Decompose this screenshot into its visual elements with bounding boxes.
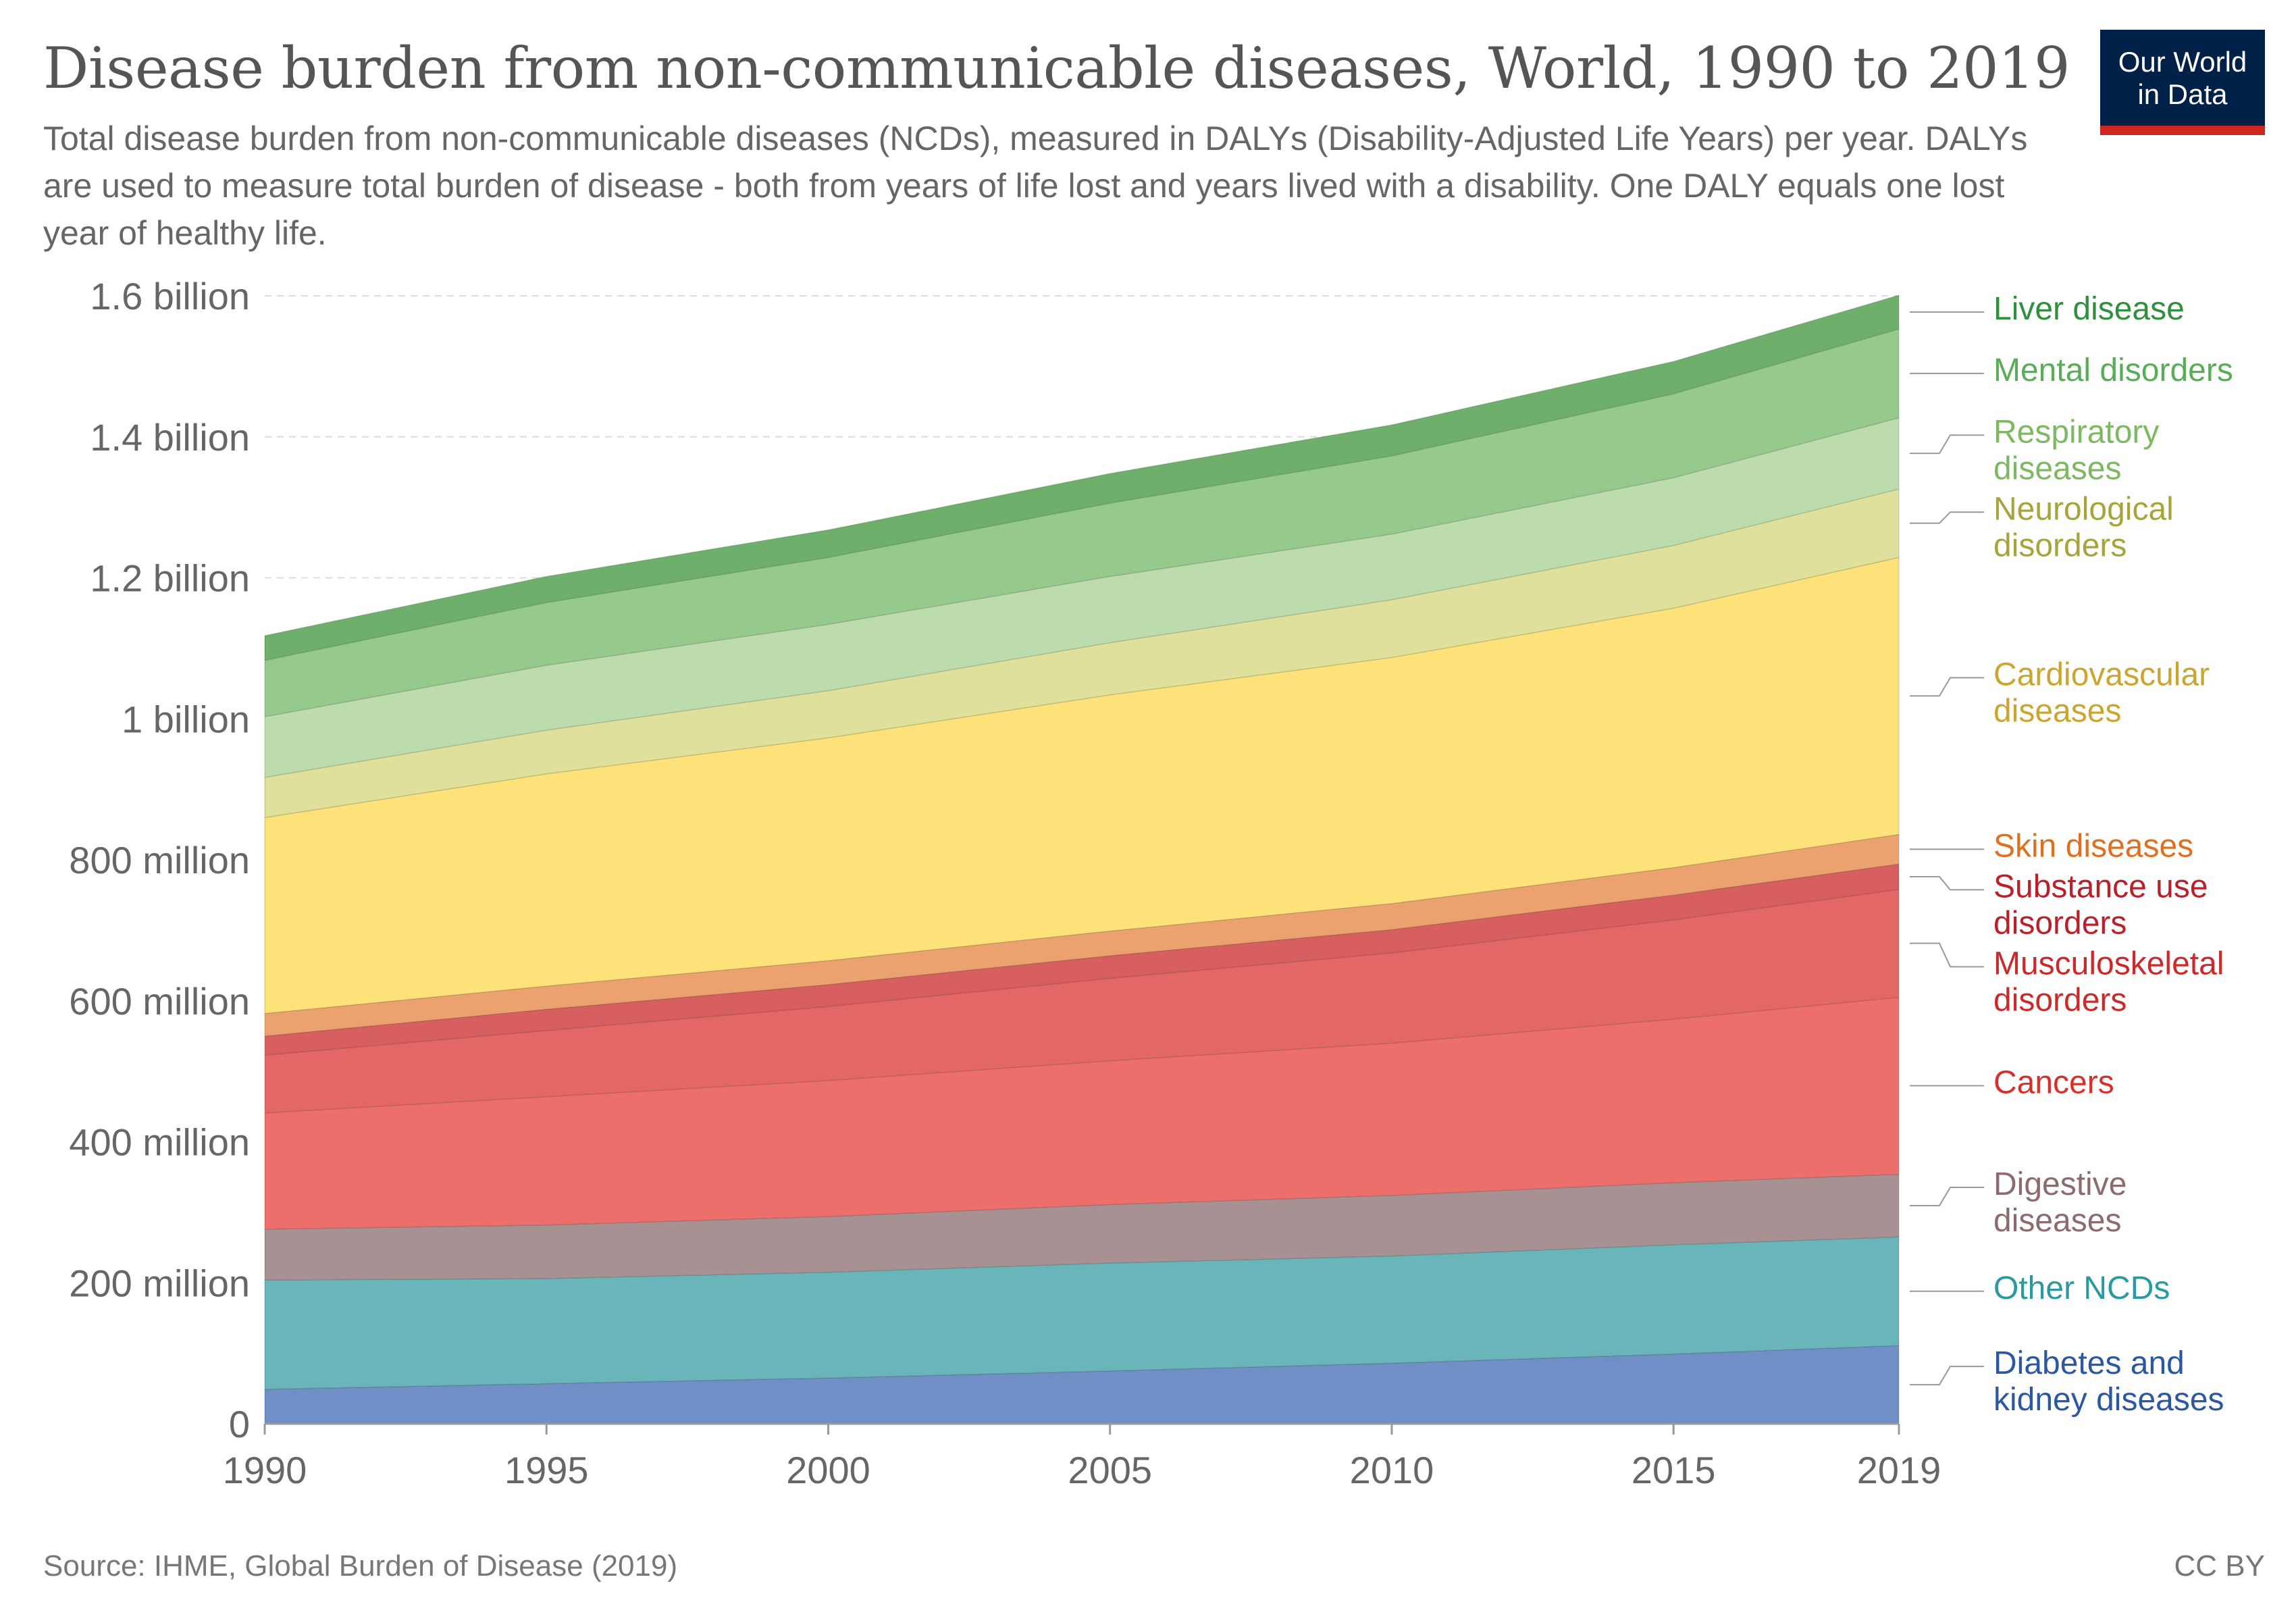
- legend-labels: Liver disease Mental disorders Respiratory…: [1910, 291, 2233, 1418]
- y-tick-label: 1.4 billion: [90, 416, 250, 459]
- leader-line: [1910, 876, 1984, 891]
- label-digestive-diseases[interactable]: diseases: [1993, 1203, 2121, 1239]
- area-digestive-diseases[interactable]: [264, 1173, 1900, 1281]
- label-neurological-disorders[interactable]: disorders: [1993, 528, 2127, 563]
- y-tick-label: 1.2 billion: [90, 557, 250, 600]
- label-skin-diseases[interactable]: Skin diseases: [1993, 828, 2193, 864]
- leader-line: [1910, 677, 1984, 697]
- label-cancers[interactable]: Cancers: [1993, 1065, 2114, 1101]
- owid-logo[interactable]: Our World in Data: [2100, 30, 2265, 135]
- y-tick-label: 400 million: [69, 1121, 250, 1164]
- label-mental-disorders[interactable]: Mental disorders: [1993, 353, 2233, 388]
- area-skin-diseases[interactable]: [264, 833, 1900, 1037]
- x-tick-label: 2005: [1068, 1449, 1152, 1491]
- label-other-ncds[interactable]: Other NCDs: [1993, 1270, 2170, 1306]
- areas: [264, 294, 1900, 1424]
- label-diabetes-and-kidney-diseases[interactable]: Diabetes and: [1993, 1345, 2185, 1381]
- y-tick-label: 600 million: [69, 980, 250, 1023]
- label-liver-disease[interactable]: Liver disease: [1993, 291, 2185, 327]
- x-tick-label: 1990: [223, 1449, 307, 1491]
- label-musculoskeletal-disorders[interactable]: disorders: [1993, 982, 2127, 1018]
- leader-line: [1910, 511, 1984, 524]
- leader-line: [1910, 1366, 1984, 1386]
- y-tick-label: 800 million: [69, 839, 250, 881]
- axes: 0 200 million 400 million 600 million 800 mi…: [69, 275, 1941, 1491]
- leader-line: [1910, 434, 1984, 455]
- label-substance-use-disorders[interactable]: Substance use: [1993, 869, 2208, 904]
- label-substance-use-disorders[interactable]: disorders: [1993, 905, 2127, 941]
- logo-line-1: Our World: [2118, 46, 2247, 78]
- label-diabetes-and-kidney-diseases[interactable]: kidney diseases: [1993, 1382, 2224, 1418]
- label-neurological-disorders[interactable]: Neurological: [1993, 491, 2174, 527]
- label-musculoskeletal-disorders[interactable]: Musculoskeletal: [1993, 946, 2224, 981]
- label-respiratory-diseases[interactable]: diseases: [1993, 451, 2121, 486]
- x-tick-label: 1995: [504, 1449, 589, 1491]
- label-cardiovascular-diseases[interactable]: diseases: [1993, 693, 2121, 729]
- label-digestive-diseases[interactable]: Digestive: [1993, 1166, 2127, 1202]
- area-liver-disease[interactable]: [264, 294, 1900, 661]
- license-link[interactable]: CC BY: [2174, 1549, 2265, 1583]
- chart-subtitle: Total disease burden from non-communicab…: [43, 120, 2028, 252]
- y-tick-label: 200 million: [69, 1262, 250, 1304]
- x-tick-label: 2015: [1632, 1449, 1716, 1491]
- source-note: Source: IHME, Global Burden of Disease (…: [43, 1549, 678, 1583]
- y-tick-label: 1.6 billion: [90, 275, 250, 317]
- x-tick-label: 2019: [1857, 1449, 1941, 1491]
- label-cardiovascular-diseases[interactable]: Cardiovascular: [1993, 657, 2210, 692]
- logo-line-2: in Data: [2137, 78, 2228, 110]
- x-tick-label: 2010: [1350, 1449, 1434, 1491]
- y-tick-label: 0: [229, 1403, 250, 1445]
- label-respiratory-diseases[interactable]: Respiratory: [1993, 414, 2159, 450]
- leader-line: [1910, 942, 1984, 968]
- chart-title: Disease burden from non-communicable dis…: [43, 35, 2070, 101]
- leader-line: [1910, 1186, 1984, 1206]
- y-tick-label: 1 billion: [122, 698, 250, 740]
- x-tick-label: 2000: [786, 1449, 870, 1491]
